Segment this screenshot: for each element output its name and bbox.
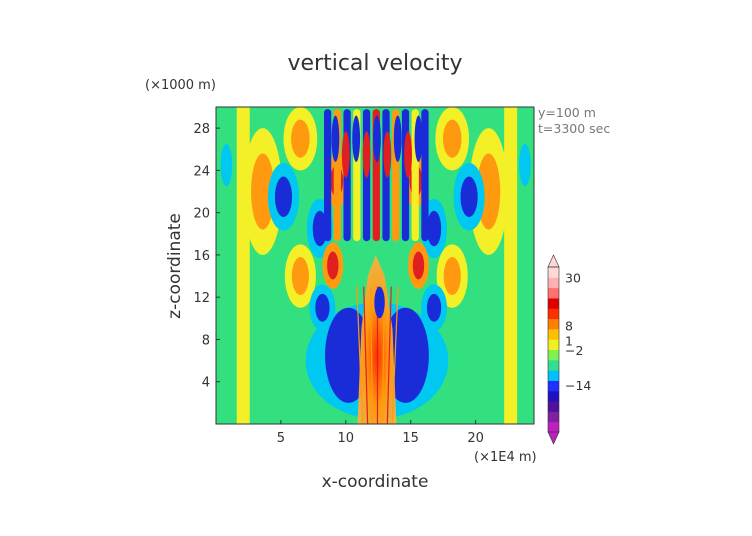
colorbar-swatch-5: [548, 370, 559, 381]
y-axis-label: z-coordinate: [165, 213, 185, 319]
colorbar-swatch-0: [548, 421, 559, 433]
cell-inner-2: [291, 257, 309, 296]
x-unit-label: (×1E4 m): [474, 450, 537, 465]
left-edge-blue: [220, 143, 233, 187]
streak-cap-0: [331, 115, 340, 162]
streak-0: [323, 109, 332, 242]
colorbar-swatch-14: [548, 277, 559, 289]
cell-inner-8: [315, 293, 330, 322]
y-tick-label-3: 16: [193, 249, 210, 264]
cell-inner-0: [274, 176, 293, 218]
colorbar-swatch-6: [548, 359, 559, 371]
cell-inner-3: [443, 257, 461, 296]
streak-10: [421, 109, 429, 242]
y-unit-label: (×1000 m): [145, 78, 216, 93]
colorbar-top-arrow: [547, 254, 560, 268]
streak-cap-5: [383, 131, 392, 178]
y-tick-label-1: 8: [202, 333, 210, 348]
colorbar-frame: [547, 266, 560, 433]
y-tick-label-2: 12: [193, 291, 210, 306]
colorbar-swatch-8: [548, 339, 559, 350]
x-tick-label-0: 5: [277, 431, 285, 446]
right-yellow-band: [504, 107, 518, 424]
colorbar-swatch-9: [548, 328, 559, 340]
y-tick-label-5: 24: [193, 164, 210, 179]
colorbar-swatch-12: [548, 297, 559, 309]
colorbar-swatch-15: [548, 267, 559, 278]
colorbar-label-1: 8: [565, 318, 573, 333]
y-tick-label-6: 28: [193, 122, 210, 137]
plume-core-blue: [374, 286, 385, 319]
plot-frame: [215, 106, 535, 425]
streak-cap-1: [341, 131, 350, 178]
y-tick-label-0: 4: [202, 376, 210, 391]
streak-cap-6: [393, 115, 402, 162]
colorbar-swatch-11: [548, 308, 559, 320]
chart-title: vertical velocity: [287, 51, 462, 76]
colorbar-swatch-4: [548, 380, 559, 392]
plume-filament-0: [356, 286, 364, 424]
y-axis-ticks: 4 8 12 16 20 24 28: [193, 122, 220, 391]
colorbar-swatch-3: [548, 390, 559, 402]
streak-cap-4: [373, 115, 381, 162]
annotation-y: y=100 m: [538, 105, 596, 120]
cell-inner-4: [291, 119, 310, 158]
cell-inner-5: [442, 119, 462, 158]
plume-filament-6: [391, 286, 399, 424]
cell-inner-7: [426, 210, 442, 247]
heatmap-field: [216, 107, 534, 424]
colorbar-label-0: 30: [565, 271, 581, 286]
x-tick-label-1: 10: [338, 431, 355, 446]
cell-inner-12: [327, 251, 339, 280]
cell-inner-1: [460, 176, 478, 218]
y-tick-label-4: 20: [193, 207, 210, 222]
colorbar-label-2: 1: [565, 333, 573, 348]
x-tick-label-2: 15: [402, 431, 419, 446]
colorbar-swatch-1: [548, 411, 559, 423]
plume-filament-2: [369, 286, 374, 424]
streak-cap-3: [362, 131, 371, 178]
colorbar-swatch-7: [548, 349, 559, 361]
colorbar: 30 81−2 −14: [547, 254, 591, 445]
x-tick-label-3: 20: [467, 431, 484, 446]
cell-inner-6: [312, 210, 327, 247]
right-edge-blue: [519, 143, 531, 187]
colorbar-label-4: −14: [565, 378, 591, 393]
colorbar-swatch-10: [548, 318, 559, 330]
colorbar-swatch-13: [548, 287, 559, 299]
streak-cap-2: [352, 115, 361, 162]
cell-inner-13: [412, 251, 425, 280]
x-axis-ticks: 5 10 15 20: [277, 420, 484, 446]
colorbar-swatch-2: [548, 401, 559, 412]
colorbar-label-3: −2: [565, 343, 583, 358]
plume-filament-1: [363, 286, 369, 424]
plume-filament-5: [386, 286, 392, 424]
streak-cap-7: [404, 131, 412, 178]
cell-inner-9: [426, 293, 442, 322]
x-axis-label: x-coordinate: [322, 472, 429, 492]
streak-cap-8: [414, 115, 423, 162]
left-lobe-inner: [251, 153, 275, 230]
annotation-t: t=3300 sec: [538, 121, 610, 136]
colorbar-bottom-arrow: [547, 431, 560, 445]
